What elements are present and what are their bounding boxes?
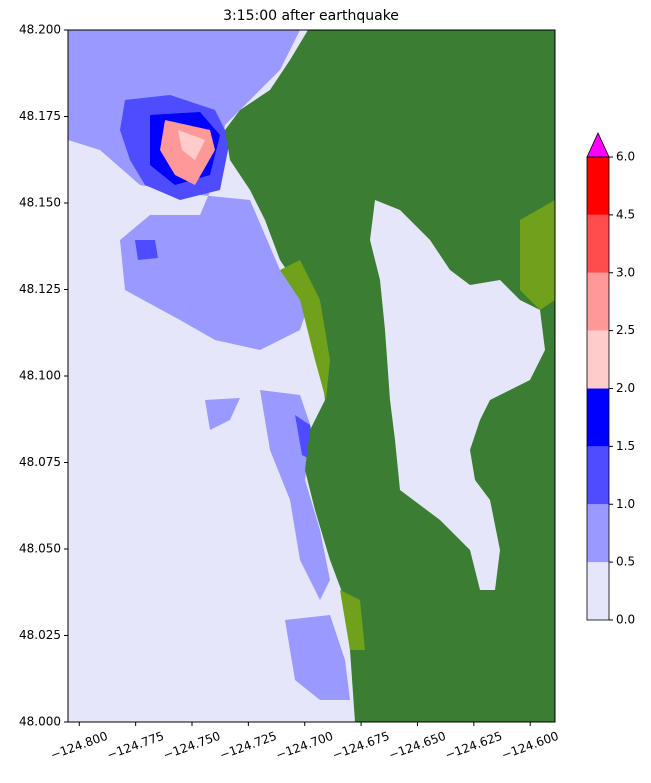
colorbar-segment [587, 157, 609, 215]
colorbar-segment [587, 214, 609, 273]
colorbar-segment [587, 504, 609, 563]
x-tick-label: −124.750 [161, 729, 222, 763]
y-tick-label: 48.075 [19, 455, 61, 469]
inlet [370, 200, 545, 590]
colorbar-tick-label: 3.0 [616, 265, 635, 279]
x-tick-label: −124.675 [330, 729, 391, 763]
colorbar-tick-label: 4.5 [616, 207, 635, 221]
y-tick-label: 48.000 [19, 715, 61, 729]
wave-zone [205, 398, 240, 430]
x-tick-label: −124.625 [443, 729, 504, 763]
colorbar-segment [587, 446, 609, 505]
wave-zone [260, 390, 330, 600]
colorbar-tick-label: 0.5 [616, 555, 635, 569]
lowland [340, 590, 365, 650]
colorbar-extend [586, 132, 610, 158]
x-tick-label: −124.800 [49, 729, 110, 763]
map [67, 29, 556, 723]
chart-title: 3:15:00 after earthquake [223, 8, 399, 24]
colorbar-tick-label: 1.5 [616, 439, 635, 453]
x-tick-label: −124.725 [218, 729, 279, 763]
colorbar-tick-label: 6.0 [616, 150, 635, 164]
colorbar-tick-label: 1.0 [616, 497, 635, 511]
colorbar-tick-label: 0.0 [616, 613, 635, 627]
colorbar-segment [587, 330, 609, 389]
y-tick-label: 48.150 [19, 196, 61, 210]
x-tick-label: −124.775 [105, 729, 166, 763]
x-tick-label: −124.700 [274, 729, 335, 763]
wave-zone [178, 130, 205, 160]
colorbar-segment [587, 272, 609, 331]
y-tick-label: 48.200 [19, 23, 61, 37]
y-tick-label: 48.100 [19, 369, 61, 383]
wave-zone [285, 615, 350, 700]
y-tick-label: 48.175 [19, 109, 61, 123]
colorbar-segment [587, 388, 609, 447]
lowland [280, 260, 330, 400]
colorbar-tick-label: 2.5 [616, 323, 635, 337]
wave-zone [135, 240, 158, 260]
colorbar-segment [587, 562, 609, 620]
x-tick-label: −124.650 [387, 729, 448, 763]
y-tick-label: 48.050 [19, 542, 61, 556]
lowland [520, 200, 555, 310]
y-tick-label: 48.025 [19, 628, 61, 642]
x-tick-label: −124.600 [500, 729, 561, 763]
colorbar-tick-label: 2.0 [616, 381, 635, 395]
y-tick-label: 48.125 [19, 282, 61, 296]
